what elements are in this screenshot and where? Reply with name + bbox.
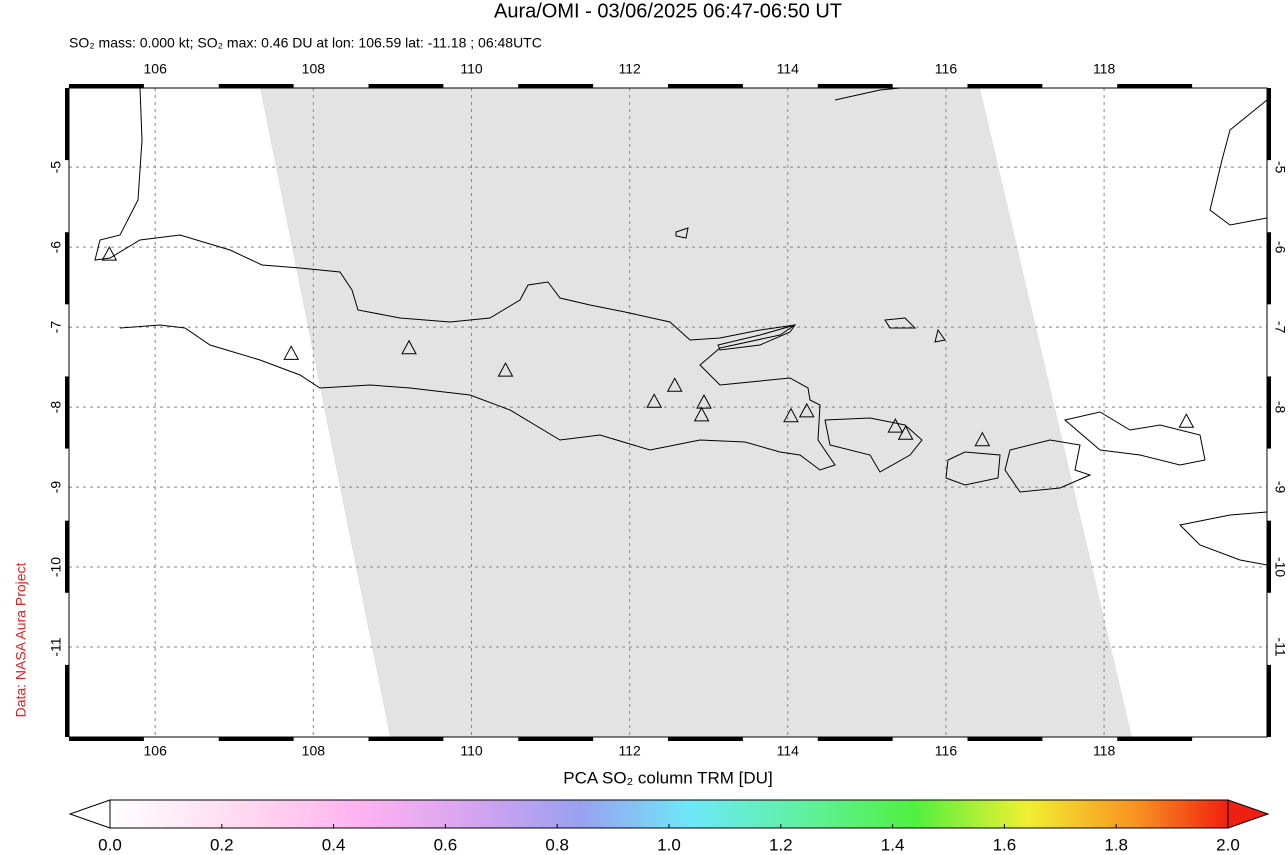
credit: Data: NASA Aura Project	[13, 562, 29, 717]
frame-bar	[817, 84, 893, 88]
frame-bar	[518, 737, 594, 741]
lon-tick-label: 116	[935, 743, 958, 759]
lon-tick-label: 118	[1093, 61, 1116, 77]
volcano	[897, 425, 914, 440]
frame-bar	[65, 664, 69, 737]
lon-tick-label: 116	[935, 61, 958, 77]
lon-tick-label: 112	[618, 61, 641, 77]
lon-tick-label: 114	[777, 743, 800, 759]
colorbar-tick-label: 0.0	[98, 835, 122, 854]
colorbar-tick-label: 0.8	[545, 835, 569, 854]
volcano	[798, 402, 815, 418]
coastline-sumbawa	[1004, 439, 1092, 493]
frame-bar	[967, 737, 1043, 741]
volcano	[497, 362, 514, 377]
frame-bar	[65, 232, 69, 305]
lon-tick-label: 114	[777, 61, 800, 77]
lat-tick-label: -7	[1272, 321, 1288, 334]
lat-tick-label: -11	[1272, 637, 1288, 656]
frame-bar	[218, 737, 294, 741]
volcano	[646, 393, 662, 408]
title: Aura/OMI - 03/06/2025 06:47-06:50 UT	[494, 0, 842, 22]
volcano	[283, 345, 300, 360]
volcano	[693, 406, 710, 422]
colorbar-tick-label: 0.6	[434, 835, 458, 854]
lon-tick-label: 118	[1093, 743, 1116, 759]
frame-bar	[218, 84, 294, 88]
frame-bar	[817, 737, 893, 741]
colorbar-tick-label: 0.2	[210, 835, 234, 854]
colorbar-max-arrow	[1227, 799, 1270, 829]
colorbar-tick-label: 1.6	[993, 835, 1017, 854]
coastline-flores	[1063, 411, 1206, 466]
lat-tick-label: -11	[48, 637, 64, 656]
colorbar-tick-label: 1.4	[881, 835, 905, 854]
volcano	[887, 418, 904, 433]
frame-bar	[65, 376, 69, 449]
frame-bar	[668, 84, 743, 88]
frame-bar	[368, 84, 444, 88]
coastline-madura	[717, 324, 797, 351]
subtitle: SO₂ mass: 0.000 kt; SO₂ max: 0.46 DU at …	[69, 35, 542, 51]
volcano	[666, 377, 683, 392]
frame-bar	[1267, 376, 1271, 449]
coastline-sumba	[1178, 511, 1267, 566]
frame-bar	[69, 737, 144, 741]
lon-tick-label: 110	[460, 61, 483, 77]
lat-tick-label: -5	[1272, 161, 1288, 174]
lon-tick-label: 112	[618, 743, 641, 759]
frame-bar	[1117, 84, 1193, 88]
frame-bar	[1117, 737, 1193, 741]
frame-bar	[368, 737, 444, 741]
lon-tick-label: 108	[302, 743, 326, 759]
colorbar-tick-label: 1.2	[769, 835, 793, 854]
frame-bar	[1267, 520, 1271, 593]
lat-tick-label: -8	[1272, 401, 1288, 414]
lat-tick-label: -9	[48, 481, 64, 494]
lat-tick-label: -7	[48, 321, 64, 334]
frame-bar	[1267, 232, 1271, 305]
frame-bar	[668, 737, 743, 741]
colorbar-tick-label: 2.0	[1216, 835, 1240, 854]
colorbar-tick-label: 1.0	[657, 835, 681, 854]
map-area	[69, 88, 1267, 737]
lat-tick-label: -9	[1272, 481, 1288, 494]
coastline-bali	[824, 417, 923, 473]
coastline	[94, 88, 836, 471]
lat-tick-label: -10	[48, 557, 64, 577]
swath	[260, 88, 1132, 737]
frame-bar	[518, 84, 594, 88]
colorbar-label: PCA SO₂ column TRM [DU]	[563, 768, 772, 787]
lat-tick-label: -10	[1272, 557, 1288, 577]
volcano	[974, 431, 991, 447]
frame-bar	[65, 88, 69, 161]
colorbar-tick-label: 0.4	[322, 835, 346, 854]
volcano	[783, 407, 799, 423]
frame-bar	[69, 84, 144, 88]
coastline-islands	[675, 227, 946, 343]
volcano	[101, 246, 118, 261]
lat-tick-label: -5	[48, 161, 64, 174]
lat-tick-label: -6	[48, 241, 64, 254]
lon-tick-label: 106	[144, 61, 168, 77]
frame-bar	[65, 520, 69, 593]
frame-bar	[1267, 664, 1271, 737]
lon-tick-label: 110	[460, 743, 483, 759]
colorbar	[109, 799, 1229, 829]
lat-tick-label: -6	[1272, 241, 1288, 254]
lon-tick-label: 108	[302, 61, 326, 77]
coastline-borneo	[834, 88, 1267, 226]
colorbar-min-arrow	[68, 799, 111, 829]
frame-bar	[1267, 88, 1271, 161]
lat-tick-label: -8	[48, 401, 64, 414]
lon-tick-label: 106	[144, 743, 168, 759]
volcano	[696, 394, 712, 409]
volcano	[1178, 413, 1195, 428]
frame-bar	[967, 84, 1043, 88]
coastline-lombok	[945, 451, 1001, 486]
volcano	[401, 339, 417, 355]
colorbar-tick-label: 1.8	[1104, 835, 1128, 854]
